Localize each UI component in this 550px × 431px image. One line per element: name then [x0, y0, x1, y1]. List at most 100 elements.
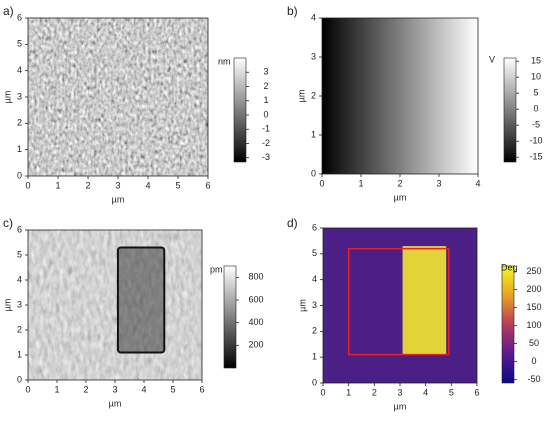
x-tick-label: 0 [25, 384, 30, 394]
afm-image [322, 18, 478, 174]
x-tick-label: 3 [397, 387, 402, 397]
x-tick-label: 0 [320, 387, 325, 397]
x-tick-label: 4 [145, 180, 150, 190]
colorbar-tick-label: 15 [531, 56, 541, 66]
colorbar-tick-label: 200 [248, 340, 263, 350]
x-axis-label: µm [112, 194, 125, 204]
colorbar [503, 57, 517, 163]
x-tick-label: 2 [372, 387, 377, 397]
x-tick-label: 6 [199, 384, 204, 394]
colorbar-tick-label: -10 [529, 136, 542, 146]
y-tick-label: 4 [311, 12, 316, 22]
y-tick-label: 5 [17, 39, 22, 49]
x-tick-label: 5 [449, 387, 454, 397]
y-tick-label: 4 [17, 65, 22, 75]
colorbar-tick-label: 150 [526, 302, 541, 312]
colorbar [501, 265, 515, 384]
x-tick-label: 3 [112, 384, 117, 394]
y-tick-label: 3 [17, 91, 22, 101]
colorbar-tick-label: 10 [531, 72, 541, 82]
y-tick-label: 0 [17, 374, 22, 384]
x-tick-label: 2 [83, 384, 88, 394]
x-tick-label: 0 [25, 180, 30, 190]
y-tick-label: 6 [17, 12, 22, 22]
y-tick-label: 4 [17, 274, 22, 284]
y-tick-label: 5 [17, 249, 22, 259]
x-tick-label: 5 [175, 180, 180, 190]
colorbar-tick-label: 5 [533, 88, 538, 98]
switched-region [402, 246, 447, 355]
y-tick-label: 1 [311, 129, 316, 139]
colorbar-tick-label: -1 [262, 124, 270, 134]
colorbar-tick-label: 3 [263, 67, 268, 77]
x-axis-label: µm [394, 401, 407, 411]
x-axis-label: µm [394, 192, 407, 202]
colorbar-tick-label: 50 [529, 338, 539, 348]
colorbar-label: nm [218, 56, 231, 66]
y-tick-label: 0 [311, 168, 316, 178]
colorbar-tick-label: -15 [529, 152, 542, 162]
y-tick-label: 6 [17, 224, 22, 234]
panel-label: a) [3, 4, 14, 18]
panel-label: b) [287, 4, 298, 18]
x-tick-label: 4 [475, 178, 480, 188]
y-tick-label: 2 [312, 326, 317, 336]
y-tick-label: 5 [312, 248, 317, 258]
x-tick-label: 1 [358, 178, 363, 188]
x-tick-label: 2 [397, 178, 402, 188]
panel-label: d) [287, 216, 298, 230]
colorbar-tick-label: 250 [526, 266, 541, 276]
panel-label: c) [3, 216, 13, 230]
scan-box [347, 247, 450, 356]
x-tick-label: 0 [319, 178, 324, 188]
colorbar-tick-label: -50 [527, 374, 540, 384]
colorbar-tick-label: 600 [248, 294, 263, 304]
x-tick-label: 4 [423, 387, 428, 397]
x-tick-label: 6 [474, 387, 479, 397]
afm-image [28, 18, 208, 176]
y-axis-label: µm [297, 299, 307, 312]
colorbar-tick-label: 0 [263, 109, 268, 119]
colorbar-tick-label: 2 [263, 81, 268, 91]
x-tick-label: 1 [55, 180, 60, 190]
colorbar-tick-label: 400 [248, 317, 263, 327]
colorbar-tick-label: -2 [262, 138, 270, 148]
colorbar [223, 265, 237, 369]
y-axis-label: µm [296, 90, 306, 103]
colorbar-tick-label: -5 [532, 120, 540, 130]
x-tick-label: 3 [436, 178, 441, 188]
x-tick-label: 3 [115, 180, 120, 190]
colorbar-tick-label: 1 [263, 95, 268, 105]
colorbar-tick-label: 100 [526, 320, 541, 330]
patterned-region [116, 246, 166, 354]
y-tick-label: 2 [17, 324, 22, 334]
x-tick-label: 5 [170, 384, 175, 394]
colorbar-tick-label: 200 [526, 284, 541, 294]
colorbar-label: Deg [501, 262, 518, 272]
y-tick-label: 1 [17, 349, 22, 359]
colorbar-tick-label: 0 [531, 356, 536, 366]
colorbar-tick-label: -3 [262, 152, 270, 162]
colorbar-tick-label: 0 [533, 104, 538, 114]
y-axis-label: µm [2, 91, 12, 104]
y-tick-label: 4 [312, 274, 317, 284]
colorbar-label: pm [210, 264, 223, 274]
y-tick-label: 0 [17, 170, 22, 180]
phase-image [323, 228, 477, 383]
colorbar-tick-label: 800 [248, 272, 263, 282]
x-tick-label: 4 [141, 384, 146, 394]
y-tick-label: 0 [312, 377, 317, 387]
y-tick-label: 6 [312, 222, 317, 232]
y-tick-label: 3 [312, 300, 317, 310]
y-tick-label: 1 [312, 352, 317, 362]
x-axis-label: µm [109, 398, 122, 408]
y-tick-label: 2 [17, 118, 22, 128]
x-tick-label: 6 [205, 180, 210, 190]
y-tick-label: 3 [17, 299, 22, 309]
x-tick-label: 2 [85, 180, 90, 190]
y-axis-label: µm [2, 299, 12, 312]
x-tick-label: 1 [54, 384, 59, 394]
y-tick-label: 2 [311, 90, 316, 100]
colorbar-label: V [489, 54, 495, 64]
